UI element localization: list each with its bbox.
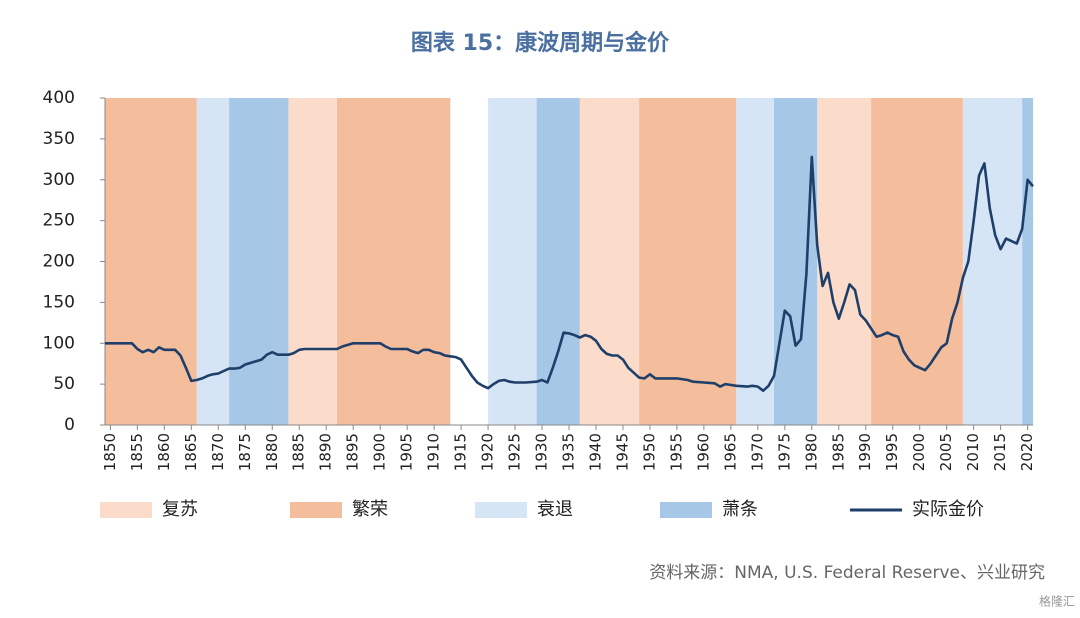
- x-tick-label: 1980: [802, 433, 820, 471]
- x-tick-label: 1970: [748, 433, 766, 471]
- x-tick-label: 1945: [613, 433, 631, 471]
- legend-label: 实际金价: [912, 499, 984, 520]
- y-tick-label: 0: [64, 415, 75, 435]
- y-tick-label: 100: [43, 333, 75, 353]
- legend-swatch: [475, 502, 527, 518]
- y-tick-label: 250: [43, 211, 75, 231]
- legend-swatch: [290, 502, 342, 518]
- phase-band: [196, 98, 230, 425]
- phase-band: [962, 98, 1023, 425]
- x-tick-label: 1910: [425, 433, 443, 471]
- x-tick-label: 2015: [991, 433, 1009, 471]
- watermark: 格隆汇: [1039, 594, 1075, 609]
- x-tick-label: 1900: [371, 433, 389, 471]
- legend-label: 衰退: [537, 499, 573, 520]
- legend-label: 繁荣: [352, 499, 388, 520]
- phase-band: [229, 98, 289, 425]
- phase-band: [639, 98, 737, 425]
- legend-label: 复苏: [162, 499, 198, 520]
- x-tick-label: 1995: [883, 433, 901, 471]
- x-tick-label: 1860: [155, 433, 173, 471]
- y-tick-label: 200: [43, 252, 75, 272]
- x-tick-label: 1905: [398, 433, 416, 471]
- legend-label: 萧条: [722, 499, 758, 520]
- x-tick-label: 1965: [721, 433, 739, 471]
- y-tick-label: 150: [43, 292, 75, 312]
- x-tick-label: 1955: [667, 433, 685, 471]
- x-tick-label: 1850: [101, 433, 119, 471]
- x-tick-label: 2010: [964, 433, 982, 471]
- x-tick-label: 1885: [290, 433, 308, 471]
- phase-band: [337, 98, 451, 425]
- x-tick-label: 1920: [479, 433, 497, 471]
- x-tick-label: 1890: [317, 433, 335, 471]
- x-tick-label: 1870: [209, 433, 227, 471]
- x-tick-label: 2020: [1018, 433, 1036, 471]
- x-tick-label: 1935: [560, 433, 578, 471]
- x-tick-label: 1950: [640, 433, 658, 471]
- x-tick-label: 1990: [856, 433, 874, 471]
- gold-price-line: [105, 155, 1034, 392]
- x-tick-label: 1895: [344, 433, 362, 471]
- source: 资料来源：NMA, U.S. Federal Reserve、兴业研究: [649, 563, 1045, 583]
- x-tick-label: 1930: [533, 433, 551, 471]
- phase-band: [579, 98, 640, 425]
- x-tick-label: 1925: [506, 433, 524, 471]
- x-tick-label: 1865: [182, 433, 200, 471]
- x-tick-label: 1985: [829, 433, 847, 471]
- chart-title: 图表 15：康波周期与金价: [411, 30, 670, 56]
- y-tick-label: 400: [43, 88, 75, 108]
- phase-band: [1022, 98, 1033, 425]
- x-tick-label: 1960: [694, 433, 712, 471]
- phase-band: [817, 98, 872, 425]
- x-tick-label: 1880: [263, 433, 281, 471]
- x-tick-label: 1875: [236, 433, 254, 471]
- y-tick-label: 50: [53, 374, 75, 394]
- x-tick-label: 1940: [586, 433, 604, 471]
- x-tick-label: 1975: [775, 433, 793, 471]
- phase-band: [288, 98, 337, 425]
- phase-band: [736, 98, 775, 425]
- phase-band: [536, 98, 580, 425]
- x-tick-label: 1915: [452, 433, 470, 471]
- y-tick-label: 300: [43, 170, 75, 190]
- phase-band: [105, 98, 197, 425]
- phase-band: [871, 98, 963, 425]
- x-tick-label: 2000: [910, 433, 928, 471]
- y-tick-label: 350: [43, 129, 75, 149]
- legend-swatch: [100, 502, 152, 518]
- phase-band: [774, 98, 818, 425]
- phase-band: [488, 98, 537, 425]
- x-tick-label: 1855: [128, 433, 146, 471]
- legend-swatch: [660, 502, 712, 518]
- x-tick-label: 2005: [937, 433, 955, 471]
